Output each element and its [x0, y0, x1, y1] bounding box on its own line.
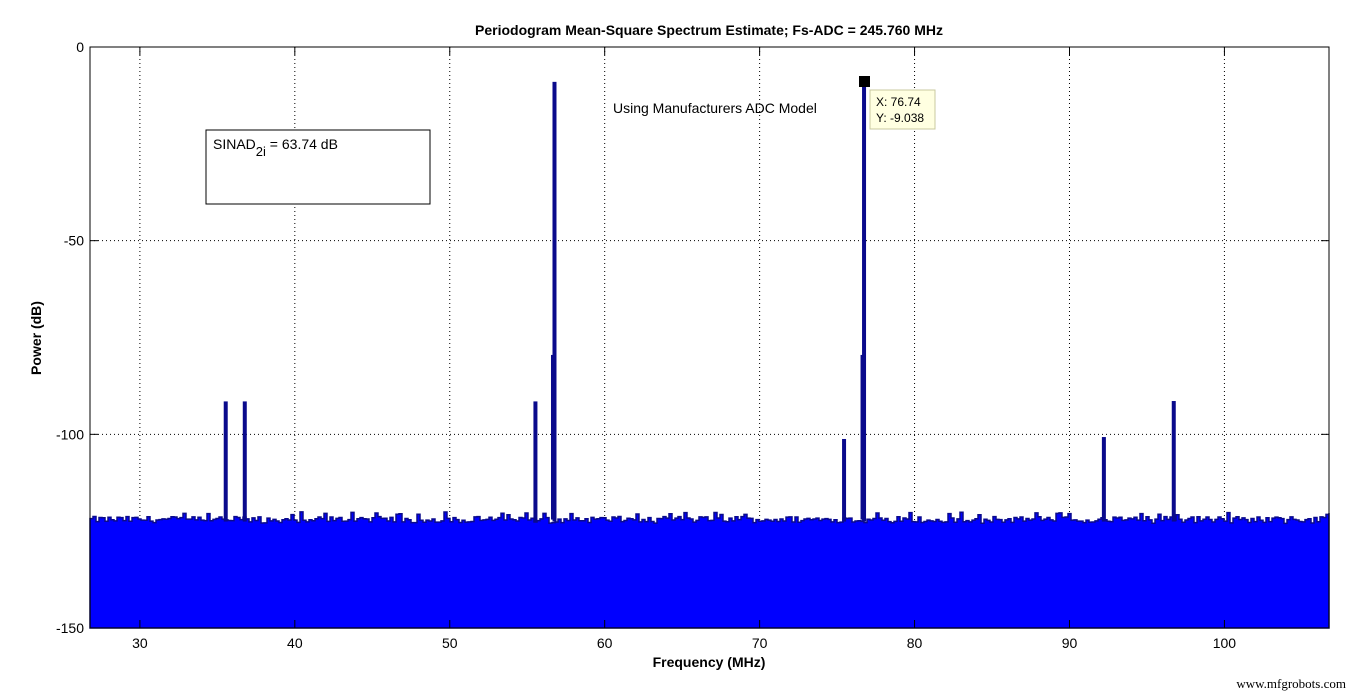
y-tick-label: 0	[76, 39, 84, 55]
sinad-annotation-box: SINAD2i = 63.74 dB	[205, 129, 431, 205]
data-tip-y: Y: -9.038	[876, 111, 924, 125]
data-tip[interactable]: X: 76.74 Y: -9.038	[859, 76, 936, 130]
x-tick-label: 60	[597, 635, 613, 651]
watermark: www.mfgrobots.com	[1236, 676, 1346, 691]
data-tip-marker[interactable]	[859, 76, 870, 87]
y-axis-label: Power (dB)	[28, 301, 44, 375]
x-tick-label: 30	[132, 635, 148, 651]
data-tip-box	[869, 89, 936, 130]
x-tick-label: 70	[752, 635, 768, 651]
data-tip-x: X: 76.74	[876, 95, 921, 109]
x-tick-label: 90	[1062, 635, 1078, 651]
y-tick-label: -150	[56, 620, 84, 636]
chart-title: Periodogram Mean-Square Spectrum Estimat…	[475, 22, 943, 38]
axes-box	[89, 46, 1330, 629]
y-tick-label: -100	[56, 426, 84, 442]
spectrum-series	[89, 81, 1330, 629]
x-tick-label: 80	[907, 635, 923, 651]
x-axis-label: Frequency (MHz)	[653, 654, 766, 670]
model-annotation: Using Manufacturers ADC Model	[613, 100, 817, 116]
x-tick-label: 40	[287, 635, 303, 651]
x-tick-label: 100	[1213, 635, 1237, 651]
sinad-text: SINAD2i = 63.74 dB	[213, 136, 338, 159]
y-tick-label: -50	[64, 233, 84, 249]
axis-ticks: 30 40 50 60 70 80 90 100 0 -50 -100 -150	[56, 39, 1329, 651]
x-tick-label: 50	[442, 635, 458, 651]
